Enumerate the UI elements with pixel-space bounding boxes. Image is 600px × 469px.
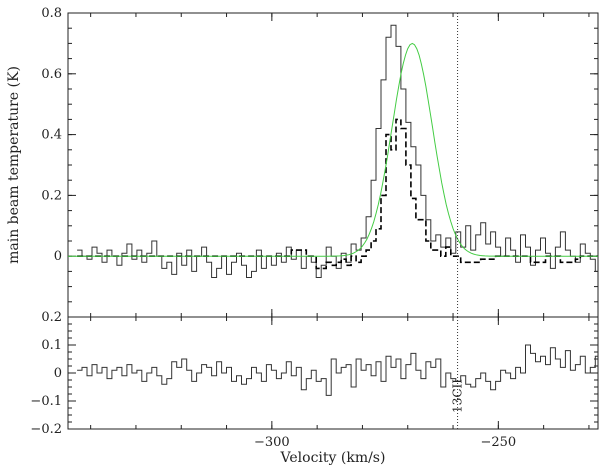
y-tick-label: 0.4 (41, 128, 62, 143)
y-tick-label: 0.8 (41, 6, 62, 21)
observed-spectrum (77, 24, 598, 278)
y-axis-label: main beam temperature (K) (6, 66, 22, 264)
y-tick-label: 0.2 (41, 188, 62, 203)
bottom-panel: −0.2−0.100.10.2−300−250−200 13CII Veloci… (30, 310, 599, 466)
x-tick-label: −300 (254, 435, 290, 450)
top-series (68, 24, 598, 278)
y-tick-label: 0 (54, 366, 62, 381)
y-tick-label: 0.2 (41, 310, 62, 325)
residual-spectrum (77, 344, 598, 396)
gaussian-fit-curve (68, 42, 598, 257)
y-tick-label: −0.2 (30, 422, 62, 437)
y-tick-label: 0.1 (41, 338, 62, 353)
bottom-axis-ticks: −0.2−0.100.10.2−300−250−200 (30, 310, 598, 450)
y-tick-label: 0.6 (41, 67, 62, 82)
y-tick-label: 0 (54, 249, 62, 264)
x-tick-label: −250 (480, 435, 516, 450)
x-axis-label: Velocity (km/s) (280, 450, 386, 466)
bottom-series (77, 344, 598, 396)
line-label-13CII: 13CII (451, 379, 465, 413)
y-tick-label: −0.1 (30, 394, 62, 409)
top-panel: 0 0.2 0.4 0.6 0.8 main beam temperature (K) (6, 6, 599, 318)
top-axis-ticks: 0 0.2 0.4 0.6 0.8 (41, 6, 598, 318)
